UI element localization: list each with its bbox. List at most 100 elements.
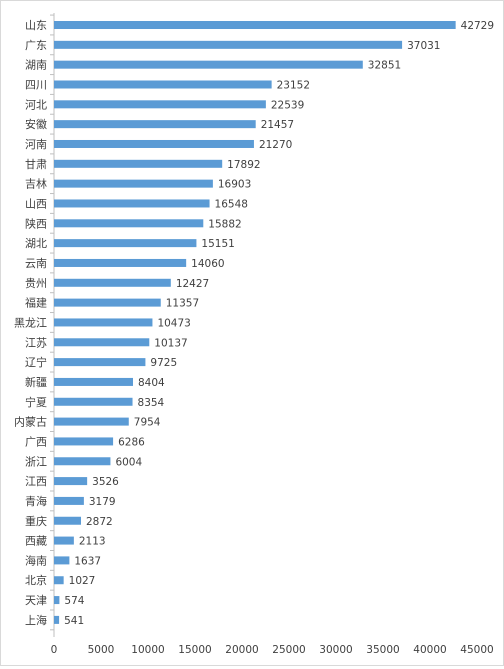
x-tick-label: 40000 [413, 644, 446, 656]
data-label: 16903 [218, 179, 251, 191]
bar [54, 338, 150, 347]
data-label: 6004 [115, 456, 142, 468]
data-label: 16548 [215, 198, 248, 210]
category-label: 广东 [25, 39, 47, 52]
data-label: 11357 [166, 298, 199, 310]
category-label: 内蒙古 [14, 415, 47, 429]
data-label: 37031 [407, 40, 440, 52]
bar [54, 258, 187, 267]
bar [54, 239, 197, 248]
bar [54, 40, 403, 49]
category-label: 河南 [25, 138, 47, 151]
category-label: 湖南 [25, 59, 47, 72]
category-label: 江西 [25, 475, 47, 488]
bar [54, 556, 70, 565]
category-label: 青海 [25, 494, 47, 508]
category-label: 河北 [25, 98, 47, 111]
category-label: 福建 [25, 296, 47, 310]
x-tick-label: 20000 [225, 644, 258, 656]
bar [54, 358, 146, 367]
x-tick-label: 45000 [460, 644, 493, 656]
data-label: 21270 [259, 139, 292, 151]
data-label: 574 [64, 595, 84, 607]
data-label: 8404 [138, 377, 165, 389]
category-label: 山东 [25, 19, 47, 32]
x-tick-label: 0 [51, 644, 58, 656]
data-label: 6286 [118, 436, 145, 448]
data-label: 3179 [89, 496, 116, 508]
category-label: 湖北 [25, 237, 47, 250]
category-label: 天津 [25, 594, 47, 607]
bar [54, 516, 81, 525]
x-tick-label: 35000 [366, 644, 399, 656]
category-label: 陕西 [25, 216, 47, 230]
category-label: 上海 [25, 613, 47, 627]
data-label: 23152 [277, 79, 310, 91]
data-label: 17892 [227, 159, 260, 171]
data-label: 12427 [176, 278, 209, 290]
bar [54, 536, 74, 545]
category-label: 安徽 [25, 117, 47, 131]
category-label: 吉林 [25, 177, 47, 191]
x-tick-label: 5000 [88, 644, 115, 656]
data-label: 3526 [92, 476, 119, 488]
bar [54, 576, 64, 585]
bar [54, 139, 254, 148]
bar [54, 377, 133, 386]
data-label: 2113 [79, 536, 106, 548]
bar [54, 596, 60, 605]
category-label: 重庆 [25, 514, 47, 528]
category-label: 辽宁 [25, 355, 47, 369]
bar [54, 615, 60, 624]
bar [54, 457, 111, 466]
data-label: 8354 [138, 397, 165, 409]
data-label: 15151 [201, 238, 234, 250]
bar [54, 21, 456, 29]
bar [54, 298, 161, 307]
data-label: 14060 [191, 258, 224, 270]
category-label: 广西 [25, 435, 47, 448]
bar [54, 179, 213, 188]
x-tick-label: 10000 [131, 644, 164, 656]
bar [54, 278, 171, 287]
category-label: 新疆 [25, 375, 47, 389]
bar [54, 60, 363, 69]
category-label: 海南 [25, 553, 47, 567]
data-label: 541 [64, 615, 84, 627]
category-label: 西藏 [25, 535, 47, 548]
data-label: 21457 [261, 119, 294, 131]
data-label: 10473 [157, 317, 190, 329]
data-label: 1637 [74, 555, 101, 567]
category-label: 山西 [25, 197, 47, 210]
bar [54, 477, 88, 486]
data-label: 15882 [208, 218, 241, 230]
bar [54, 159, 223, 168]
data-label: 32851 [368, 60, 401, 72]
data-label: 10137 [154, 337, 187, 349]
category-label: 云南 [25, 257, 47, 270]
x-tick-label: 15000 [178, 644, 211, 656]
category-label: 黑龙江 [14, 316, 47, 329]
x-tick-label: 30000 [319, 644, 352, 656]
data-label: 2872 [86, 516, 113, 528]
bar [54, 397, 133, 406]
data-label: 9725 [150, 357, 177, 369]
category-label: 贵州 [25, 277, 47, 290]
data-label: 7954 [134, 417, 161, 429]
bar [54, 496, 84, 505]
bar [54, 417, 129, 426]
bar [54, 318, 153, 327]
category-label: 浙江 [25, 455, 47, 468]
category-label: 甘肃 [25, 158, 47, 171]
bar [54, 219, 204, 228]
bar [54, 437, 114, 446]
category-label: 宁夏 [25, 395, 47, 409]
data-label: 42729 [461, 20, 494, 32]
bar [54, 120, 256, 129]
bar [54, 100, 266, 109]
x-tick-label: 25000 [272, 644, 305, 656]
data-label: 22539 [271, 99, 304, 111]
data-label: 1027 [69, 575, 96, 587]
